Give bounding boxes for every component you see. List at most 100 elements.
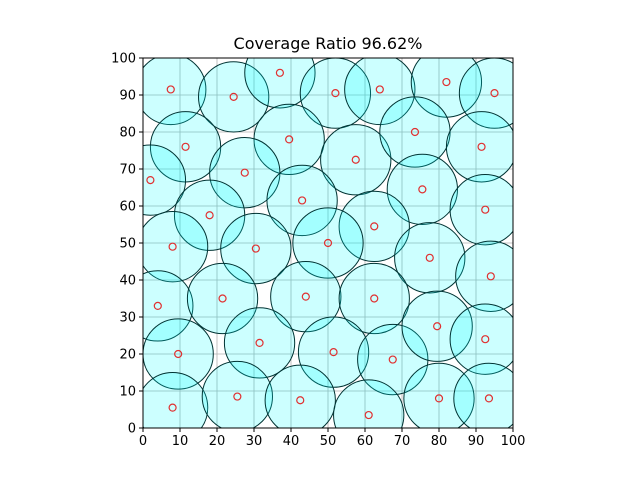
x-tick-label: 90 xyxy=(468,434,485,449)
coverage-circle xyxy=(143,211,209,283)
coverage-circle xyxy=(292,207,364,279)
coverage-circle xyxy=(386,153,459,226)
coverage-circle xyxy=(220,212,292,285)
sensor-point xyxy=(410,127,420,137)
coverage-circle xyxy=(143,372,209,428)
sensor-point xyxy=(240,168,249,177)
coverage-circle xyxy=(201,360,273,428)
coverage-circle xyxy=(449,174,513,246)
sensor-point xyxy=(296,396,305,405)
coverage-circle xyxy=(333,379,405,428)
sensor-point xyxy=(484,394,494,403)
sensor-point xyxy=(146,176,155,185)
y-tick-label: 60 xyxy=(119,200,136,215)
coverage-circle xyxy=(320,124,392,196)
sensor-point xyxy=(205,211,214,220)
sensor-point xyxy=(331,89,340,98)
coverage-circle xyxy=(198,61,270,133)
sensor-points xyxy=(146,68,499,420)
y-tick-label: 80 xyxy=(119,126,136,141)
x-tick-label: 50 xyxy=(320,434,337,449)
y-tick-label: 100 xyxy=(111,52,136,67)
coverage-circle xyxy=(270,261,342,333)
y-tick-label: 70 xyxy=(119,163,136,178)
sensor-point xyxy=(218,294,227,303)
sensor-point xyxy=(418,185,427,194)
x-tick-label: 20 xyxy=(209,434,226,449)
sensor-point xyxy=(174,349,183,359)
sensor-point xyxy=(351,155,360,164)
sensor-point xyxy=(375,85,384,94)
sensor-point xyxy=(370,222,379,231)
coverage-circle xyxy=(253,103,325,176)
sensor-point xyxy=(481,205,490,214)
coverage-circle xyxy=(394,222,466,294)
coverage-circle xyxy=(344,58,416,126)
x-tick-label: 70 xyxy=(394,434,411,449)
coverage-circle xyxy=(244,58,316,109)
coverage-circle xyxy=(266,164,338,237)
y-tick-label: 0 xyxy=(128,422,136,437)
y-axis-ticks: 0 10 20 30 40 50 60 70 80 90 100 xyxy=(111,52,143,437)
coverage-circle xyxy=(455,240,513,312)
sensor-point xyxy=(255,338,264,347)
sensor-point xyxy=(251,244,260,253)
sensor-point xyxy=(370,294,379,303)
coverage-circle xyxy=(143,58,207,126)
sensor-point xyxy=(486,272,495,281)
sensor-point xyxy=(433,322,442,331)
coverage-circle xyxy=(143,270,194,342)
coverage-circle xyxy=(338,262,410,335)
y-tick-label: 10 xyxy=(119,385,136,400)
sensor-point xyxy=(301,292,310,301)
sensor-point xyxy=(434,394,444,403)
sensor-point xyxy=(168,242,177,251)
sensor-point xyxy=(181,142,190,151)
sensor-point xyxy=(481,335,490,344)
coverage-circle xyxy=(445,111,513,183)
y-tick-label: 20 xyxy=(119,348,136,363)
sensor-point xyxy=(285,135,294,144)
chart-title: Coverage Ratio 96.62% xyxy=(234,34,423,53)
sensor-point xyxy=(388,355,397,364)
sensor-point xyxy=(442,77,451,87)
x-tick-label: 40 xyxy=(283,434,300,449)
coverage-circle xyxy=(186,262,259,335)
coverage-circle xyxy=(401,290,473,362)
coverage-circle xyxy=(223,307,296,379)
sensor-point xyxy=(166,85,175,94)
x-tick-label: 60 xyxy=(357,434,374,449)
x-tick-label: 80 xyxy=(431,434,448,449)
sensor-point xyxy=(477,142,486,151)
sensor-point xyxy=(323,238,333,248)
x-axis-ticks: 0 10 20 30 40 50 60 70 80 90 100 xyxy=(139,428,526,449)
coverage-circle xyxy=(338,190,410,263)
coverage-circle xyxy=(453,362,513,428)
coverage-circle xyxy=(357,323,429,396)
sensor-point xyxy=(168,403,177,412)
coverage-circle xyxy=(264,364,336,428)
sensor-point xyxy=(490,89,499,98)
x-tick-label: 100 xyxy=(501,434,526,449)
coverage-circles xyxy=(143,58,513,428)
sensor-point xyxy=(229,92,238,101)
x-tick-label: 30 xyxy=(246,434,263,449)
x-tick-label: 0 xyxy=(139,434,147,449)
coverage-circle xyxy=(143,318,214,390)
sensor-point xyxy=(275,68,284,77)
coverage-circle xyxy=(143,144,187,216)
sensor-point xyxy=(298,196,307,205)
coverage-circle xyxy=(297,316,370,388)
sensor-point xyxy=(233,392,242,401)
coverage-circle xyxy=(299,58,372,129)
sensor-point xyxy=(153,301,162,310)
sensor-point xyxy=(425,253,434,262)
y-tick-label: 50 xyxy=(119,237,136,252)
x-tick-label: 10 xyxy=(172,434,189,449)
y-tick-label: 40 xyxy=(119,274,136,289)
y-tick-label: 30 xyxy=(119,311,136,326)
y-tick-label: 90 xyxy=(119,89,136,104)
sensor-point xyxy=(329,348,338,357)
coverage-circle xyxy=(458,58,513,129)
